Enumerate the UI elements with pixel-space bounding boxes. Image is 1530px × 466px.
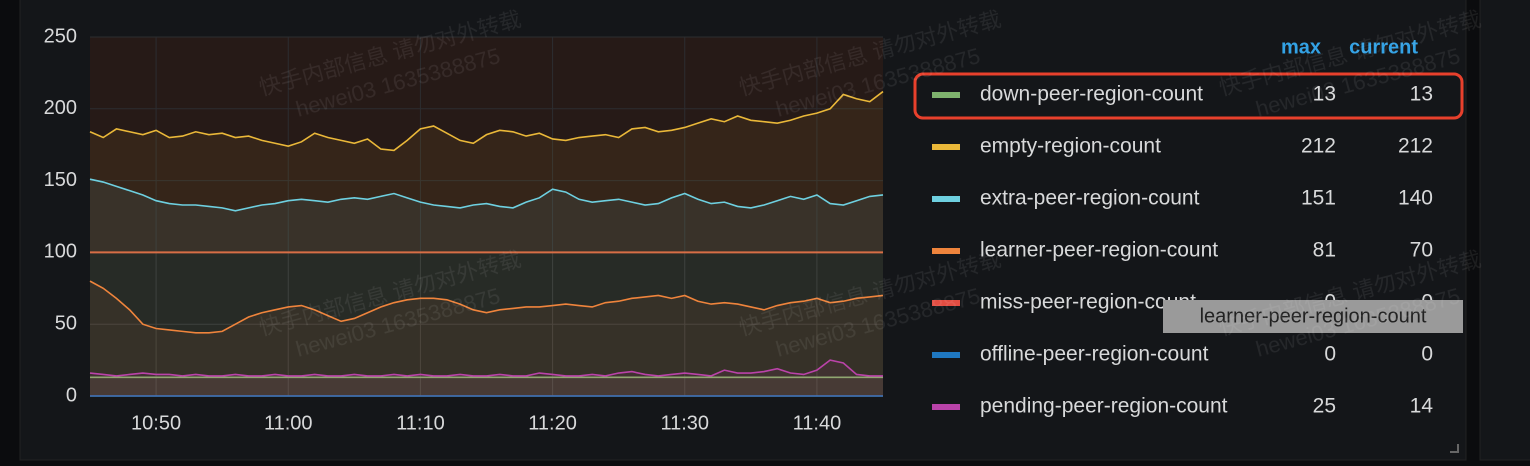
legend-name: down-peer-region-count — [980, 83, 1203, 106]
plot: 0 50 100 150 200 250 10:50 11:00 11:10 11:20 11:30… — [44, 25, 884, 434]
x-tick-label: 11:40 — [793, 412, 842, 434]
tooltip: learner-peer-region-count — [1200, 305, 1427, 327]
x-tick-label: 11:10 — [396, 412, 445, 434]
legend-max: 25 — [1313, 395, 1336, 418]
legend-swatch — [932, 248, 960, 254]
legend-max: 13 — [1313, 83, 1336, 106]
series-area — [90, 91, 883, 397]
series-line — [89, 90, 884, 152]
highlight-box — [913, 72, 1464, 120]
y-tick-label: 100 — [44, 241, 77, 263]
y-tick-label: 200 — [44, 97, 77, 119]
series-area — [90, 360, 883, 396]
tooltip-box — [1163, 300, 1463, 333]
legend-name: learner-peer-region-count — [980, 239, 1218, 262]
legend-name: pending-peer-region-count — [980, 395, 1228, 418]
resize-handle[interactable] — [1450, 444, 1459, 453]
legend-current: 13 — [1410, 83, 1433, 106]
series-area — [90, 281, 883, 396]
x-tick-label: 10:50 — [131, 412, 181, 434]
legend-swatch — [932, 404, 960, 410]
side-panel — [1479, 0, 1530, 461]
legend-max: 81 — [1313, 239, 1336, 262]
legend-name: miss-peer-region-count — [980, 291, 1196, 314]
series-line — [89, 178, 884, 212]
series-line — [89, 359, 883, 377]
legend-header: current — [1349, 36, 1418, 58]
legend-swatch — [932, 352, 960, 358]
series-area — [90, 377, 883, 396]
legend-max: 212 — [1301, 135, 1336, 158]
legend-current: 140 — [1398, 187, 1433, 210]
legend-max: 151 — [1301, 187, 1336, 210]
legend-current: 70 — [1410, 239, 1433, 262]
legend-swatch — [932, 300, 960, 306]
y-tick-label: 250 — [44, 25, 77, 47]
legend-header: max — [1281, 36, 1321, 58]
legend: max current down-peer-region-count 13 13 empt… — [932, 36, 1434, 418]
legend-name: extra-peer-region-count — [980, 187, 1200, 210]
y-tick-label: 150 — [44, 169, 77, 191]
y-tick-label: 50 — [55, 312, 77, 334]
legend-max: 0 — [1324, 343, 1336, 366]
y-tick-label: 0 — [66, 384, 77, 406]
threshold-fill — [90, 37, 883, 253]
legend-swatch — [932, 92, 960, 98]
x-tick-label: 11:30 — [660, 412, 709, 434]
x-tick-label: 11:00 — [264, 412, 313, 434]
legend-name: offline-peer-region-count — [980, 343, 1209, 366]
plot-area — [90, 37, 883, 396]
legend-swatch — [932, 144, 960, 150]
legend-current: 212 — [1398, 135, 1433, 158]
legend-swatch — [932, 196, 960, 202]
legend-current: 0 — [1421, 343, 1433, 366]
legend-name: empty-region-count — [980, 135, 1161, 158]
legend-current: 14 — [1410, 395, 1434, 418]
series-line — [89, 280, 884, 334]
x-tick-label: 11:20 — [528, 412, 577, 434]
series-area — [90, 179, 883, 396]
